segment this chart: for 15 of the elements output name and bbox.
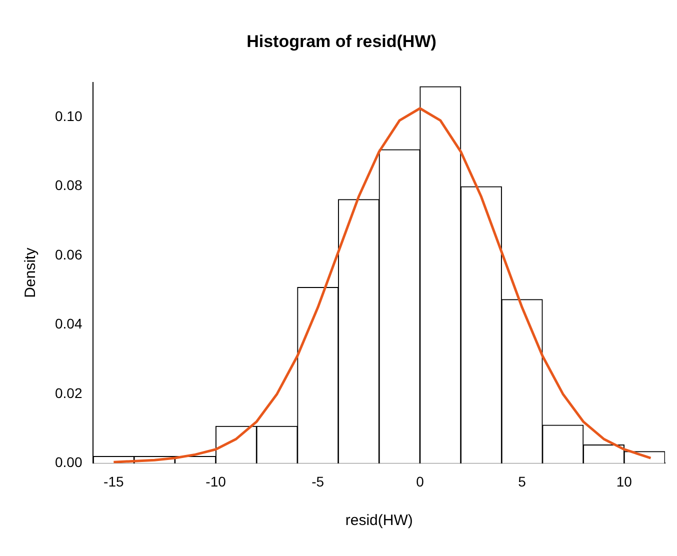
y-tick-label: 0.06 [55,246,82,262]
y-tick-label: 0.02 [55,384,82,401]
x-tick-label: -15 [104,473,124,490]
y-tick-label: 0.08 [55,177,82,194]
x-tick-label: 10 [616,473,632,490]
x-tick-label: 0 [416,473,424,490]
y-tick-label: 0.10 [55,108,82,124]
y-tick-label: 0.00 [55,454,82,470]
y-axis-title: Density [22,247,40,298]
x-tick-label: -10 [206,473,226,490]
y-tick-label: 0.04 [55,316,82,332]
chart-title: Histogram of resid(HW) [246,32,436,51]
x-tick-label: -5 [312,473,324,490]
x-axis-title: resid(HW) [345,512,413,530]
x-tick-label: 5 [518,473,526,490]
